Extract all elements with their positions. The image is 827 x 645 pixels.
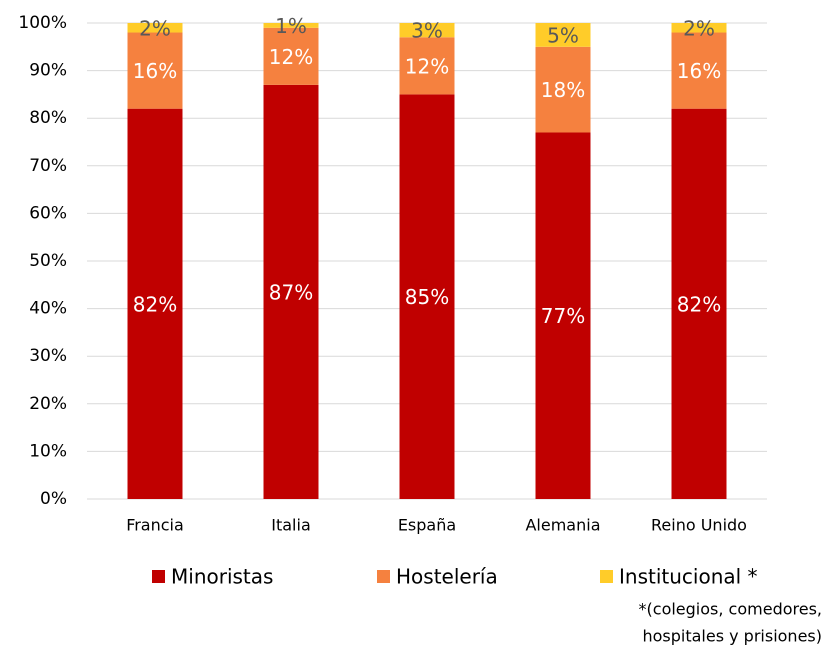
data-label: 16% bbox=[677, 59, 721, 83]
x-tick-label: Italia bbox=[271, 516, 311, 535]
y-tick-label: 90% bbox=[29, 61, 67, 81]
bar-segment bbox=[127, 108, 183, 500]
x-tick-label: España bbox=[398, 516, 456, 535]
y-tick-label: 80% bbox=[29, 108, 67, 128]
legend-swatch bbox=[377, 570, 390, 583]
data-label: 82% bbox=[133, 292, 177, 316]
data-label: 87% bbox=[269, 280, 313, 304]
y-tick-label: 10% bbox=[29, 441, 67, 461]
bar-segment bbox=[399, 94, 455, 500]
legend-swatch bbox=[600, 570, 613, 583]
y-tick-label: 50% bbox=[29, 251, 67, 271]
data-label: 12% bbox=[269, 45, 313, 69]
bar-segment bbox=[263, 23, 319, 28]
data-label: 1% bbox=[275, 14, 307, 38]
bar-segment bbox=[399, 37, 455, 95]
data-label: 18% bbox=[541, 78, 585, 102]
bar-segment bbox=[127, 23, 183, 33]
y-tick-label: 20% bbox=[29, 394, 67, 414]
legend-label: Institucional * bbox=[619, 565, 758, 589]
x-tick-label: Alemania bbox=[525, 516, 600, 535]
bar-segment bbox=[671, 23, 727, 33]
annotation: *(colegios, comedores, bbox=[639, 600, 822, 619]
data-label: 77% bbox=[541, 304, 585, 328]
bar-segment bbox=[127, 32, 183, 109]
x-tick-label: Francia bbox=[126, 516, 184, 535]
data-label: 3% bbox=[411, 19, 443, 43]
legend-swatch bbox=[152, 570, 165, 583]
bar-segment bbox=[263, 27, 319, 85]
bar-segment bbox=[671, 108, 727, 500]
legend-label: Hostelería bbox=[396, 565, 498, 589]
y-tick-label: 100% bbox=[18, 13, 67, 33]
bar-segment bbox=[535, 23, 591, 47]
y-tick-label: 30% bbox=[29, 346, 67, 366]
data-label: 85% bbox=[405, 285, 449, 309]
data-label: 12% bbox=[405, 54, 449, 78]
legend-label: Minoristas bbox=[171, 565, 273, 589]
y-tick-label: 70% bbox=[29, 156, 67, 176]
data-label: 82% bbox=[677, 292, 721, 316]
bar-segment bbox=[535, 132, 591, 500]
data-label: 2% bbox=[139, 16, 171, 40]
data-label: 5% bbox=[547, 23, 579, 47]
y-tick-label: 40% bbox=[29, 299, 67, 319]
y-tick-label: 60% bbox=[29, 203, 67, 223]
data-label: 2% bbox=[683, 16, 715, 40]
data-label: 16% bbox=[133, 59, 177, 83]
bar-segment bbox=[263, 84, 319, 499]
y-tick-label: 0% bbox=[40, 489, 67, 509]
bar-segment bbox=[671, 32, 727, 109]
bar-segment bbox=[535, 46, 591, 133]
bar-segment bbox=[399, 23, 455, 38]
annotation: hospitales y prisiones) bbox=[642, 627, 822, 645]
x-tick-label: Reino Unido bbox=[651, 516, 747, 535]
